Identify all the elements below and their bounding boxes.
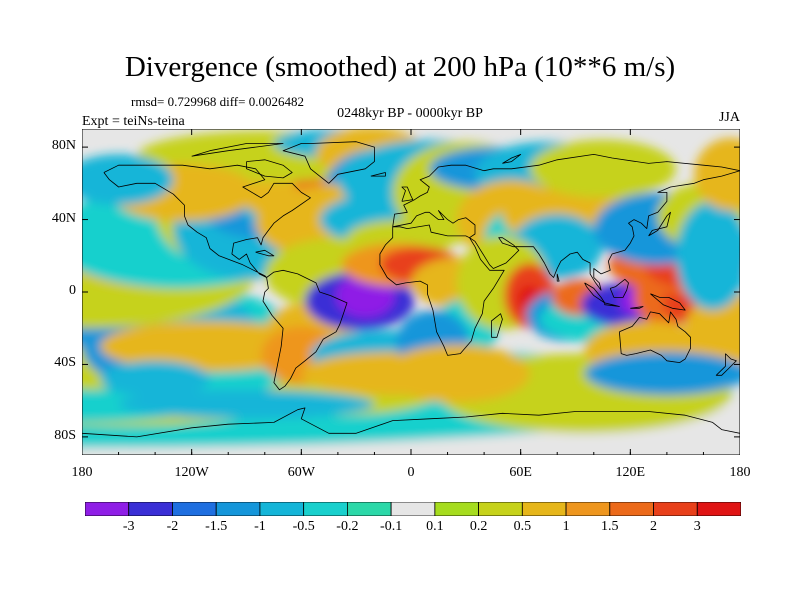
coastlines: [82, 141, 740, 438]
period-label: 0248kyr BP - 0000kyr BP: [337, 106, 483, 121]
colorbar-label: -0.5: [292, 519, 315, 534]
coastline: [392, 154, 740, 227]
chart-title: Divergence (smoothed) at 200 hPa (10**6 …: [124, 51, 676, 83]
divergence-map: [82, 129, 740, 455]
field-region: [100, 360, 210, 397]
y-tick-label: 40N: [51, 210, 76, 226]
coastline: [619, 311, 691, 363]
colorbar-label: -0.1: [380, 519, 403, 534]
coastline: [282, 141, 375, 184]
colorbar-swatch: [259, 502, 305, 516]
colorbar-label: 1: [562, 519, 570, 534]
colorbar-swatch: [346, 502, 392, 516]
coastline: [715, 353, 737, 376]
colorbar-swatch: [434, 502, 479, 516]
colorbar-swatch: [390, 502, 436, 516]
colorbar-label: 1.5: [601, 519, 619, 534]
y-tick-label: 0: [69, 283, 76, 298]
colorbar-label: 0.1: [426, 519, 444, 534]
coastline: [103, 164, 311, 278]
colorbar: [85, 502, 741, 516]
coastline: [262, 269, 348, 391]
colorbar-swatch: [172, 502, 217, 516]
colorbar-swatch: [696, 502, 741, 516]
stats-label: rmsd= 0.729968 diff= 0.0026482: [131, 94, 304, 109]
coastline: [370, 172, 386, 177]
colorbar-swatch: [478, 502, 523, 516]
coastline: [379, 224, 505, 356]
colorbar-swatch: [653, 502, 698, 516]
colorbar-label: -3: [122, 519, 135, 534]
coastline: [255, 249, 275, 257]
x-tick-label: 120W: [174, 465, 209, 480]
axis-ticks: [82, 129, 740, 455]
coastline: [82, 407, 740, 438]
colorbar-swatch: [303, 502, 348, 516]
field-region: [82, 154, 174, 206]
field-region: [383, 344, 530, 403]
colorbar-swatch: [565, 502, 611, 516]
coastline: [469, 170, 740, 291]
colorbar-swatch: [85, 502, 130, 516]
x-tick-label: 60W: [287, 465, 315, 480]
coastline: [502, 154, 522, 164]
y-tick-label: 80S: [54, 427, 76, 443]
coastline: [648, 211, 671, 237]
coastline: [556, 273, 560, 282]
x-tick-label: 120E: [615, 465, 646, 480]
colorbar-swatch: [609, 502, 654, 516]
x-tick-label: 180: [71, 465, 93, 480]
x-tick-label: 180: [729, 465, 751, 480]
field-region: [118, 389, 375, 419]
contour-field: [82, 129, 740, 455]
coastline: [246, 159, 293, 179]
x-tick-label: 0: [407, 465, 415, 480]
coastline: [392, 210, 476, 239]
x-tick-label: 60E: [509, 465, 532, 480]
colorbar-label: -1: [254, 519, 266, 534]
colorbar-label: 0.5: [513, 519, 532, 534]
season-label: JJA: [718, 110, 740, 125]
experiment-label: Expt = teiNs-teina: [82, 114, 185, 129]
field-region: [529, 139, 676, 198]
field-region: [694, 138, 740, 211]
coastline: [609, 278, 629, 298]
colorbar-label: 2: [650, 519, 658, 534]
coastline: [650, 293, 686, 311]
colorbar-swatch: [521, 502, 567, 516]
colorbar-label: -2: [166, 519, 179, 534]
colorbar-label: 0.2: [469, 519, 488, 534]
colorbar-swatch: [128, 502, 173, 516]
colorbar-swatch: [215, 502, 261, 516]
field-region: [584, 351, 740, 396]
coastline: [401, 186, 414, 202]
colorbar-label: -1.5: [205, 519, 228, 534]
colorbar-label: -0.2: [336, 519, 359, 534]
coastline: [630, 306, 644, 309]
field-region: [676, 201, 740, 311]
coastline: [491, 313, 503, 338]
y-tick-label: 80N: [51, 138, 76, 154]
y-tick-label: 40S: [54, 355, 76, 371]
coastline: [604, 302, 620, 307]
colorbar-label: 3: [693, 519, 701, 534]
coastline: [191, 143, 284, 157]
